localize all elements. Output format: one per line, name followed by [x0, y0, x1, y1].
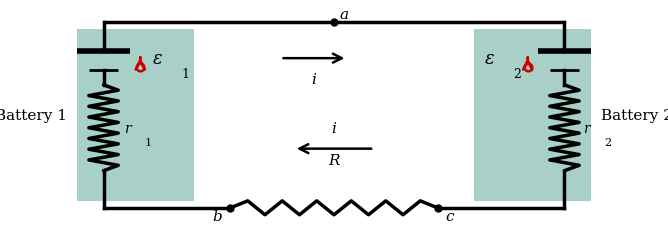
Text: r: r [124, 121, 130, 135]
Text: 1: 1 [182, 67, 190, 81]
Text: Battery 2: Battery 2 [601, 109, 668, 122]
Text: b: b [212, 209, 222, 223]
Text: i: i [331, 121, 337, 135]
Text: 2: 2 [605, 137, 612, 147]
Text: r: r [583, 121, 590, 135]
Bar [474, 30, 591, 201]
Text: c: c [446, 209, 454, 223]
Text: i: i [311, 73, 317, 87]
Text: R: R [328, 154, 340, 167]
Text: 2: 2 [513, 67, 521, 81]
Text: Battery 1: Battery 1 [0, 109, 67, 122]
Bar [77, 30, 194, 201]
Text: 1: 1 [145, 137, 152, 147]
Text: ε: ε [152, 49, 162, 67]
Text: ε: ε [484, 49, 494, 67]
Text: a: a [339, 8, 349, 22]
